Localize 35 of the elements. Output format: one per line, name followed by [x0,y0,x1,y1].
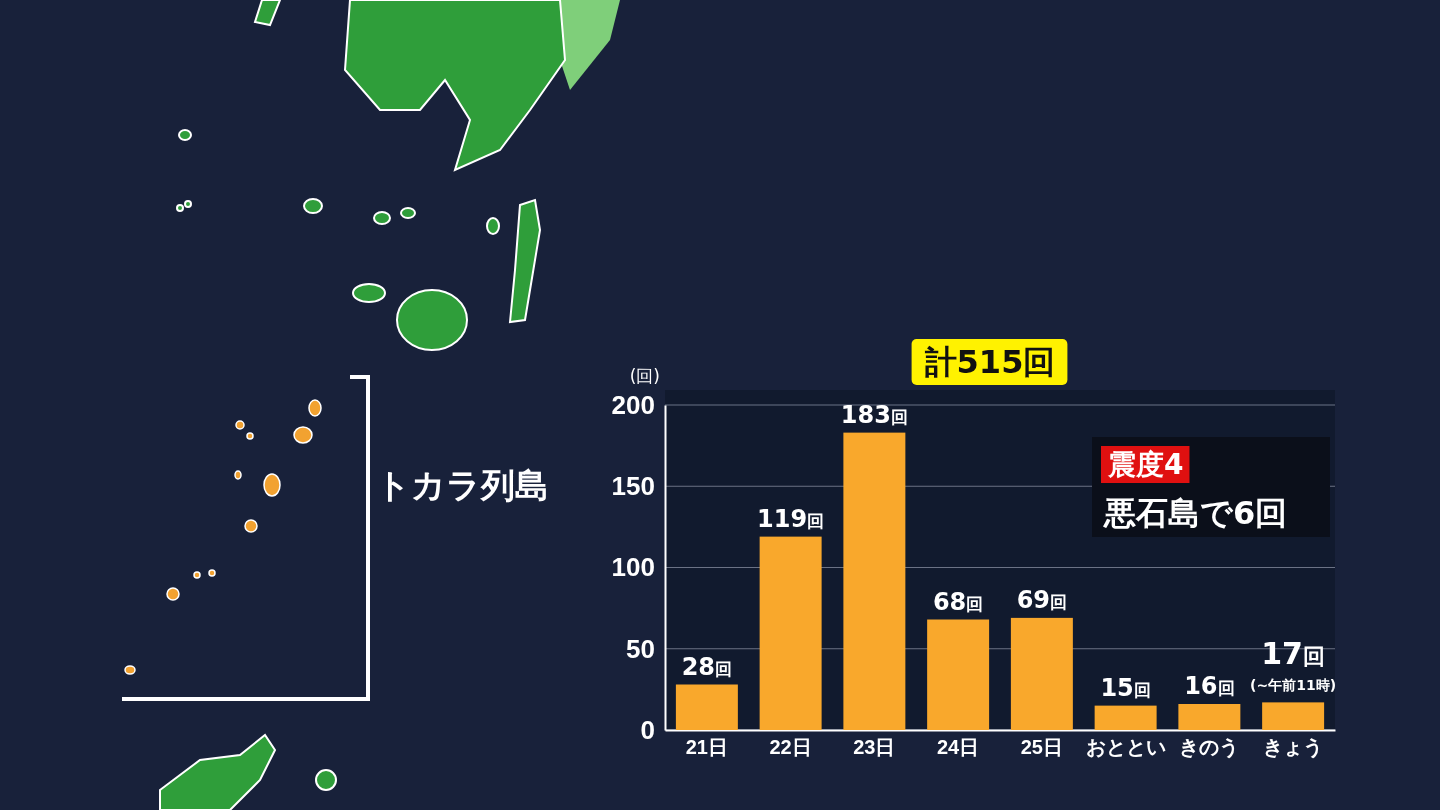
x-tick-label: きょう [1263,736,1324,760]
data-label: 69回 [1016,585,1068,614]
x-tick-label: 24日 [937,736,980,759]
bar [927,619,990,730]
y-axis-title: (回) [629,366,660,386]
annotation: 悪石島で6回 [1103,494,1288,532]
y-tick-label: 100 [611,552,655,583]
data-label: 16回 [1184,672,1235,700]
y-tick-label: 150 [611,471,655,502]
y-tick-label: 50 [626,633,655,664]
data-label: 68回 [932,587,984,616]
bar [759,536,822,730]
x-tick-label: 21日 [685,736,728,759]
chart-title: 計515回 [923,343,1056,381]
x-tick-label: 25日 [1020,736,1063,759]
text: トカラ列島 [376,465,549,505]
x-tick-label: おととい [1085,736,1166,759]
data-label: 17回 [1261,636,1325,672]
annotation: (~午前11時) [1250,677,1337,694]
data-label: 28回 [681,652,733,681]
bar [1178,704,1241,730]
data-label: 15回 [1100,673,1151,702]
annotation: 震度4 [1107,448,1184,481]
y-tick-label: 0 [640,714,655,745]
data-label: 183回 [840,400,908,429]
x-tick-label: 22日 [769,736,812,759]
y-tick-label: 200 [611,389,655,420]
x-tick-label: 23日 [853,736,896,759]
bar [675,684,738,730]
x-tick-label: きのう [1179,736,1240,760]
bar [843,432,906,730]
data-label: 119回 [757,504,825,533]
bar [1010,617,1073,730]
bar [1094,705,1157,730]
bar [1262,702,1325,730]
